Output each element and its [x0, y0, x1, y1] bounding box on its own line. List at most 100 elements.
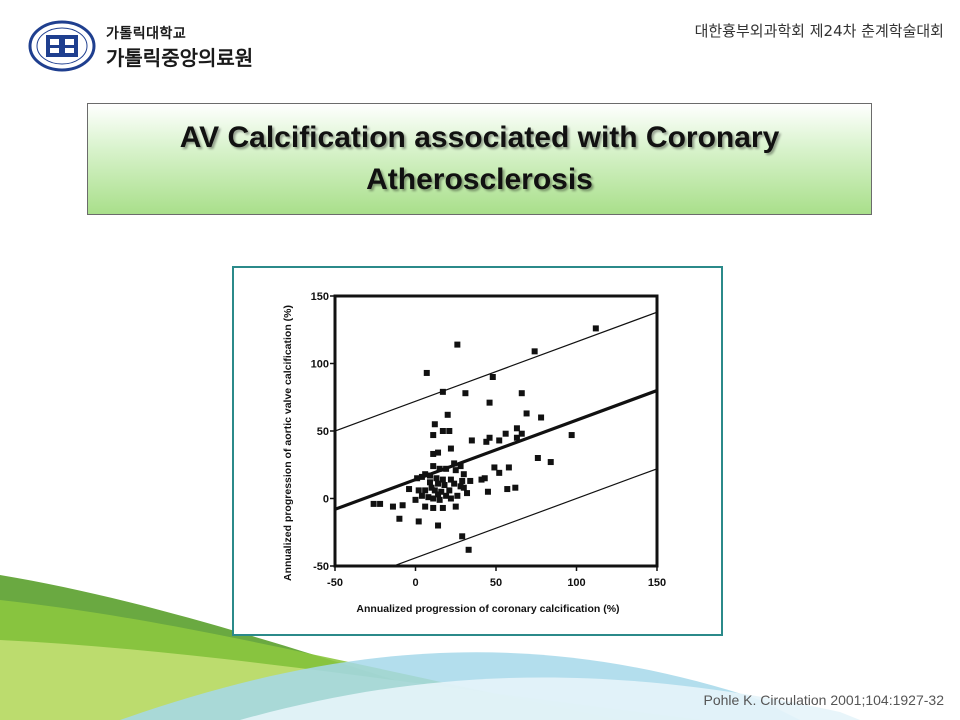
data-point [496, 437, 503, 444]
data-point [433, 475, 440, 482]
data-point [452, 467, 459, 474]
data-point [389, 503, 396, 510]
data-point [491, 464, 498, 471]
data-point [426, 479, 433, 486]
data-point [505, 464, 512, 471]
data-point [377, 500, 384, 507]
data-point [435, 491, 442, 498]
data-point [443, 465, 450, 472]
x-tick-label: 100 [567, 577, 585, 589]
data-point [523, 410, 530, 417]
data-point [446, 428, 453, 434]
data-point [464, 490, 471, 497]
data-point [439, 388, 446, 395]
data-point [426, 472, 433, 479]
data-point [415, 487, 422, 494]
confidence-band-line-2 [391, 468, 657, 566]
data-point [439, 428, 446, 434]
data-point [462, 390, 469, 397]
university-logo: 가톨릭대학교 가톨릭중앙의료원 [28, 20, 288, 76]
y-tick-label: 150 [311, 291, 329, 303]
data-point [547, 459, 554, 466]
data-point [447, 476, 454, 483]
logo-university-name: 가톨릭대학교 [106, 26, 187, 42]
data-point [452, 503, 459, 510]
y-tick-label: 100 [311, 359, 329, 371]
x-tick-label: 150 [648, 577, 666, 589]
data-point [399, 502, 406, 509]
plot-area-border [333, 294, 659, 568]
data-point [457, 463, 464, 470]
data-point [568, 432, 575, 439]
data-point [444, 411, 451, 418]
data-point [430, 463, 437, 470]
data-point [428, 484, 435, 491]
data-point [518, 390, 525, 397]
data-point [454, 492, 461, 499]
wave-white [240, 677, 860, 720]
data-point [538, 414, 545, 421]
y-tick-label: -50 [313, 561, 329, 573]
catholic-emblem-icon [28, 20, 96, 72]
data-point [406, 486, 413, 493]
data-point [531, 348, 538, 355]
data-point [465, 546, 472, 553]
data-point [460, 471, 467, 478]
data-point [430, 504, 437, 511]
data-point [467, 477, 474, 484]
slide-title-line1: AV Calcification associated with Coronar… [179, 121, 780, 154]
x-tick-label: 50 [490, 577, 502, 589]
data-point [447, 495, 454, 502]
y-axis-label: Annualized progression of aortic valve c… [282, 305, 294, 581]
data-point [484, 488, 491, 495]
data-point [504, 486, 511, 493]
y-tick-label: 50 [317, 426, 329, 438]
data-point [422, 487, 429, 494]
conference-title: 대한흉부외과학회 제24차 춘계학술대회 [694, 22, 944, 40]
data-point [431, 421, 438, 428]
confidence-band-line-1 [335, 311, 657, 432]
scatter-chart: -50 0 50 100 150 -50 0 50 100 150 Annualized progr… [282, 291, 666, 615]
data-point [460, 484, 467, 491]
data-point [478, 476, 485, 483]
data-point [438, 488, 445, 495]
citation: Pohle K. Circulation 2001;104:1927-32 [703, 692, 944, 708]
y-tick-label: 0 [323, 494, 329, 506]
data-point [534, 455, 541, 461]
data-point [418, 492, 425, 499]
data-point [435, 449, 442, 456]
data-point [486, 399, 493, 406]
data-point [502, 430, 509, 437]
data-point [422, 503, 429, 510]
data-point [592, 325, 599, 332]
data-point [459, 477, 466, 484]
data-point [459, 533, 466, 540]
data-point [430, 432, 437, 439]
slide-title-line2: Atherosclerosis [366, 163, 593, 196]
data-point [489, 374, 496, 380]
data-point [454, 341, 461, 348]
slide-title-box: AV Calcification associated with Coronar… [87, 103, 872, 215]
data-point [457, 483, 464, 490]
regression-line [335, 388, 657, 511]
data-point [486, 434, 493, 441]
data-point [439, 476, 446, 483]
chart-frame: -50 0 50 100 150 -50 0 50 100 150 Annualized progr… [232, 266, 723, 636]
x-axis-label: Annualized progression of coronary calci… [356, 603, 619, 615]
data-point [412, 496, 419, 503]
data-point [396, 515, 403, 522]
data-point [431, 487, 438, 494]
data-point [423, 369, 430, 376]
data-point [436, 465, 443, 472]
data-point [481, 475, 488, 482]
data-point [414, 475, 421, 482]
data-point [513, 434, 520, 441]
data-point [370, 500, 377, 507]
data-point [446, 487, 453, 494]
data-point [483, 438, 490, 445]
data-point [435, 522, 442, 529]
data-point [435, 480, 442, 487]
data-point [451, 460, 458, 467]
data-point [418, 473, 425, 480]
